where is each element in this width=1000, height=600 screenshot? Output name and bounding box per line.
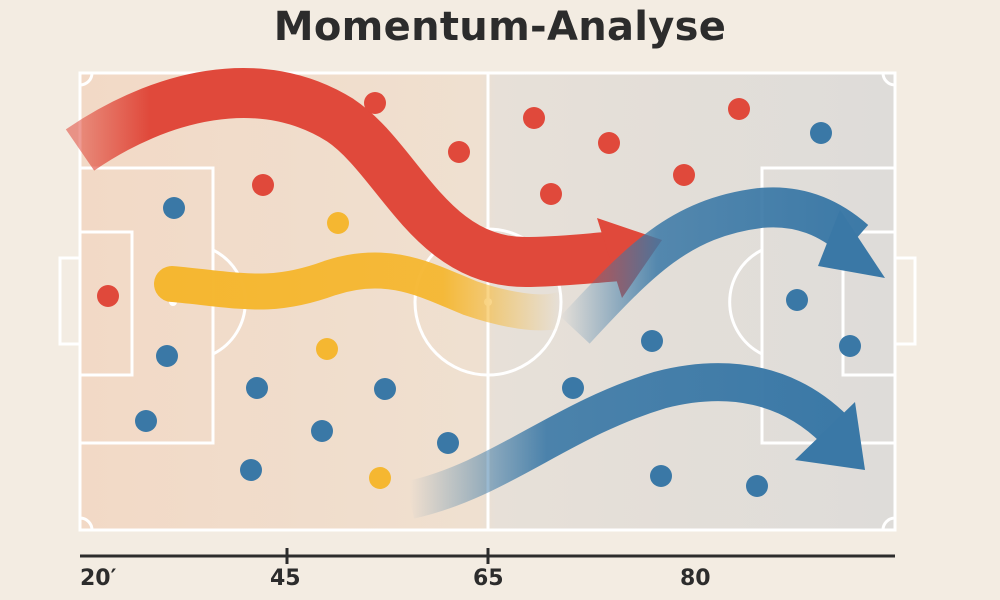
blue-player-marker xyxy=(437,432,459,454)
red-player-marker xyxy=(598,132,620,154)
timeline-tick-label: 80 xyxy=(680,566,711,591)
red-player-marker xyxy=(364,92,386,114)
blue-player-marker xyxy=(641,330,663,352)
blue-player-marker xyxy=(156,345,178,367)
blue-momentum-arrow-lower xyxy=(405,363,865,519)
red-player-marker xyxy=(523,107,545,129)
blue-player-marker xyxy=(746,475,768,497)
red-player-marker xyxy=(252,174,274,196)
yellow-player-marker xyxy=(316,338,338,360)
red-player-marker xyxy=(448,141,470,163)
blue-player-marker xyxy=(786,289,808,311)
red-player-marker xyxy=(673,164,695,186)
blue-player-marker xyxy=(311,420,333,442)
blue-player-marker xyxy=(246,377,268,399)
blue-player-marker xyxy=(240,459,262,481)
blue-player-marker xyxy=(135,410,157,432)
player-markers xyxy=(97,92,861,497)
red-player-marker xyxy=(97,285,119,307)
timeline-tick-label: 65 xyxy=(473,566,504,591)
blue-player-marker xyxy=(562,377,584,399)
yellow-player-marker xyxy=(327,212,349,234)
timeline-tick-label: 45 xyxy=(270,566,301,591)
yellow-player-marker xyxy=(369,467,391,489)
blue-player-marker xyxy=(839,335,861,357)
page-title: Momentum-Analyse xyxy=(273,4,727,50)
red-player-marker xyxy=(728,98,750,120)
blue-player-marker xyxy=(810,122,832,144)
timeline-ticks xyxy=(285,548,490,564)
blue-momentum-arrow-upper xyxy=(560,187,885,344)
blue-player-marker xyxy=(650,465,672,487)
blue-player-marker xyxy=(163,197,185,219)
blue-player-marker xyxy=(374,378,396,400)
timeline-tick-label: 20′ xyxy=(80,566,117,591)
red-player-marker xyxy=(540,183,562,205)
yellow-momentum-band xyxy=(154,252,578,331)
